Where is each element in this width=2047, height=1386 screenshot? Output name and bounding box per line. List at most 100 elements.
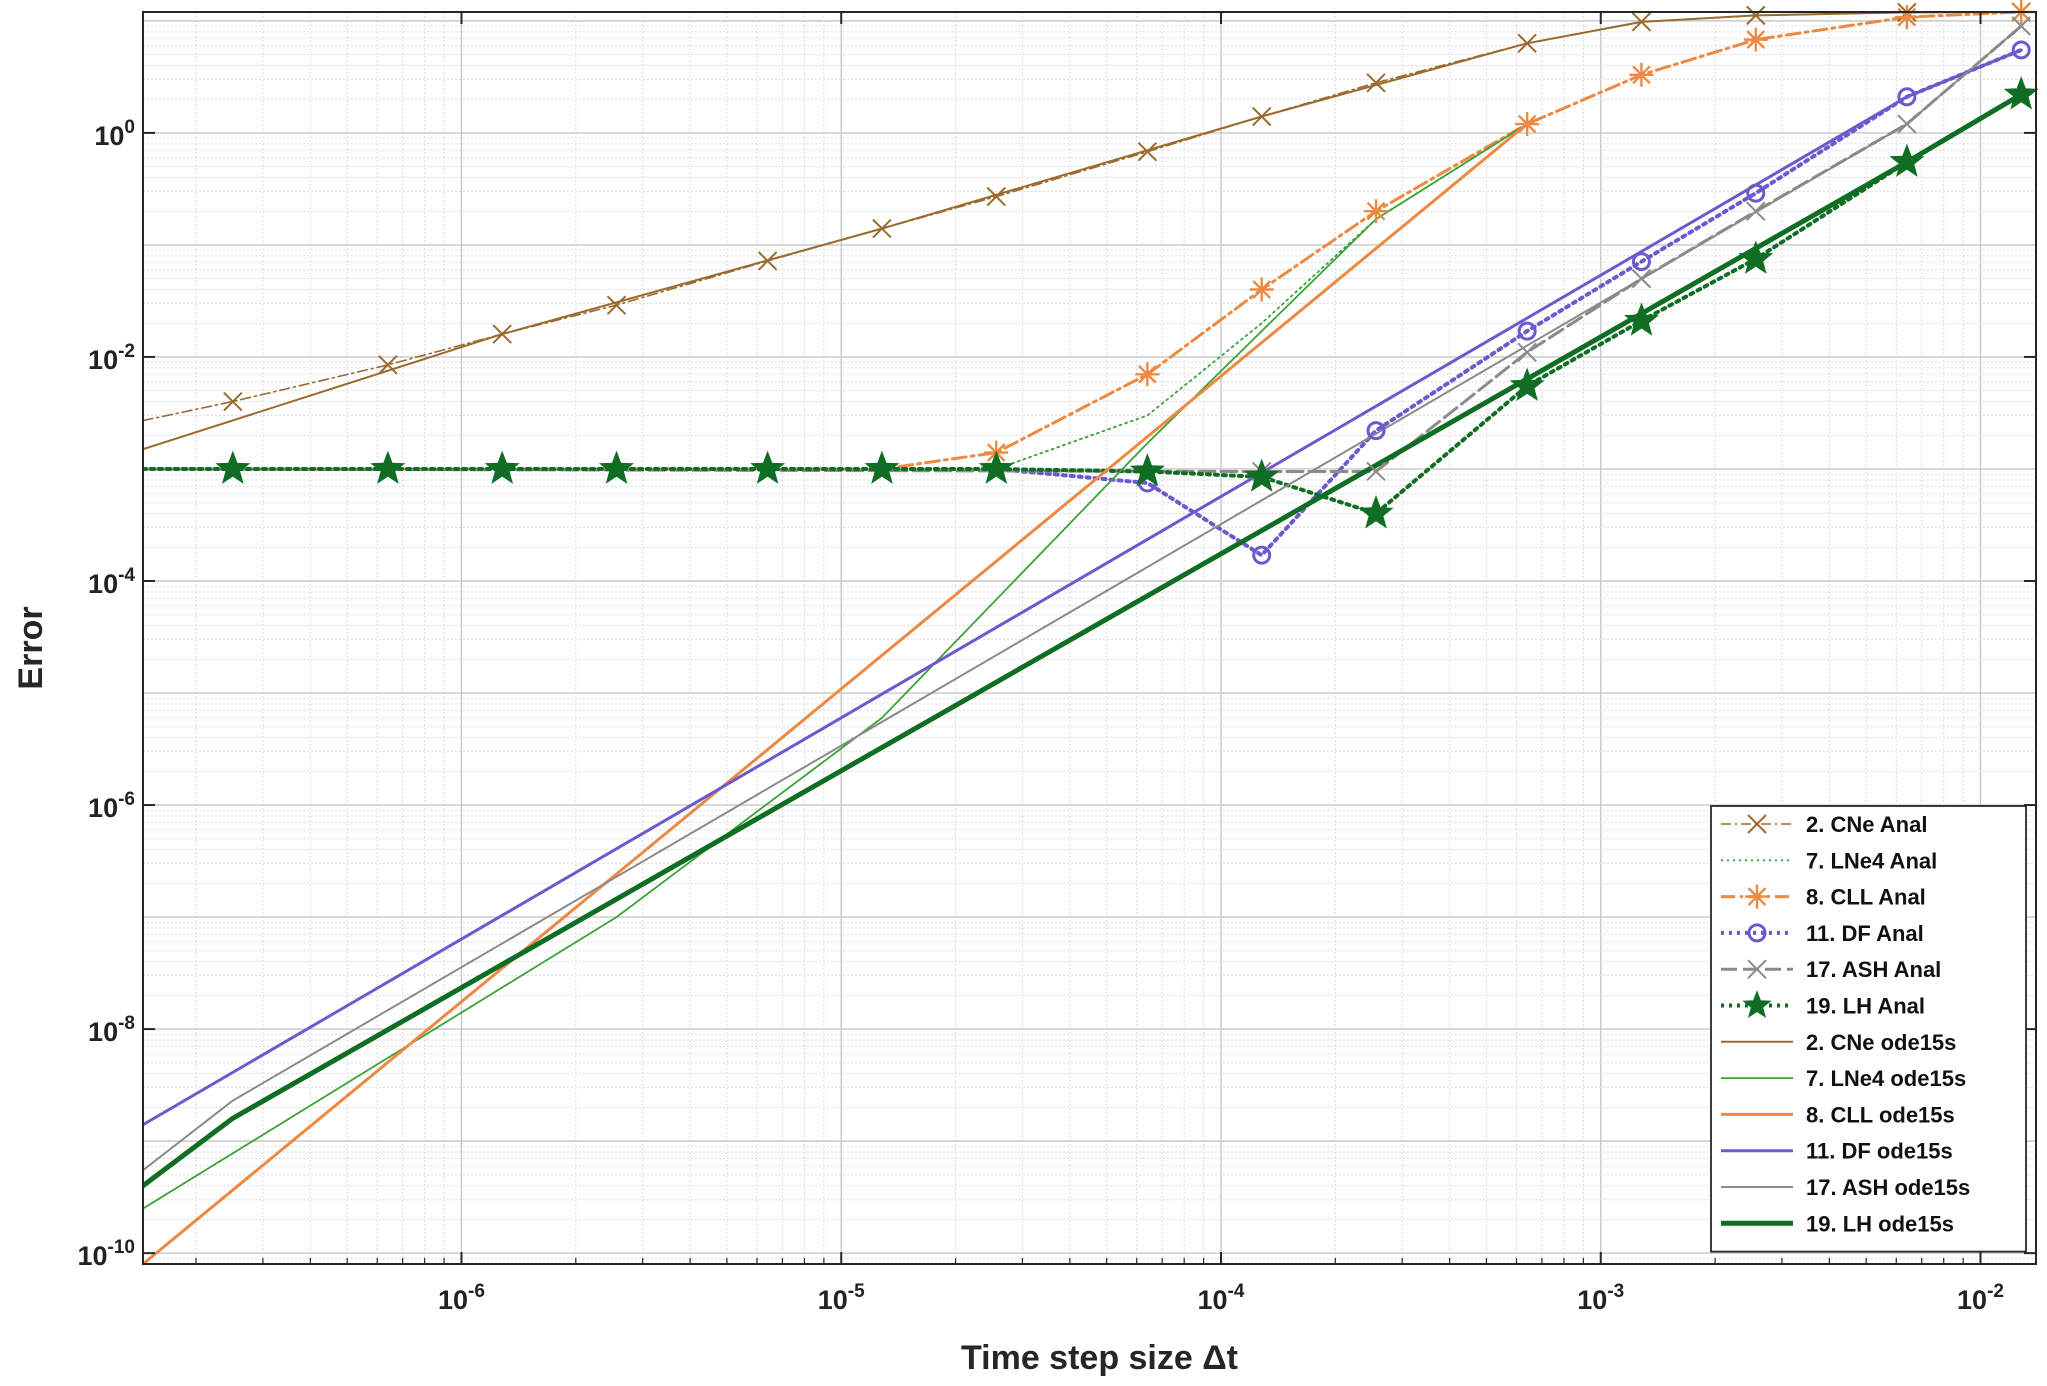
marker-2-cne-anal (872, 218, 892, 239)
marker-2-cne-anal (1746, 5, 1766, 26)
tick-label: 10-5 (818, 1281, 865, 1315)
marker-19-lh-anal (1509, 367, 1545, 401)
marker-8-cll-anal (1743, 27, 1768, 52)
axis-ticks: 10-6 10-5 10-4 10-3 10-2 10-10 10-8 10-6 10-4 10-… (77, 12, 2036, 1315)
series-line-17-ash-ode15s (143, 25, 2023, 1172)
legend-item-8-cll-anal: 8. CLL Anal (1721, 885, 1926, 910)
marker-11-df-anal (1517, 321, 1537, 341)
tick-label: 10-3 (1577, 1281, 1624, 1315)
series-line-19-lh-anal (143, 92, 2024, 516)
marker-19-lh-anal (370, 450, 406, 484)
legend-marker (1747, 923, 1767, 943)
tick-label: 10-8 (88, 1013, 135, 1047)
marker-2-cne-anal (378, 355, 398, 375)
legend-item-11-df-ode15s: 11. DF ode15s (1721, 1139, 1953, 1164)
legend-marker (1747, 814, 1767, 834)
marker-19-lh-anal (978, 450, 1014, 484)
legend: 2. CNe Anal 7. LNe4 Anal 8. CLL Anal 11. DF… (1710, 805, 2027, 1253)
marker-11-df-anal (1746, 183, 1766, 203)
y-axis-title: Error (12, 606, 50, 689)
marker-2-cne-anal (757, 251, 778, 271)
marker-2-cne-anal (1366, 73, 1386, 93)
series-line-19-lh-ode15s (143, 92, 2024, 1189)
marker-17-ash-anal (2011, 16, 2031, 36)
marker-17-ash-anal (1517, 342, 1537, 363)
marker-2-cne-anal (492, 324, 512, 344)
legend-label: 17. ASH ode15s (1806, 1175, 1970, 1200)
marker-19-lh-anal (484, 450, 520, 484)
marker-17-ash-anal (1897, 114, 1917, 134)
legend-marker (1742, 990, 1772, 1018)
marker-19-lh-anal (598, 450, 635, 484)
legend-label: 8. CLL Anal (1806, 885, 1926, 910)
legend-item-2-cne-ode15s: 2. CNe ode15s (1721, 1030, 1956, 1055)
marker-19-lh-anal (1889, 143, 1925, 177)
legend-label: 8. CLL ode15s (1806, 1102, 1955, 1127)
legend-item-7-lne4-anal: 7. LNe4 Anal (1721, 848, 1937, 873)
legend-item-8-cll-ode15s: 8. CLL ode15s (1721, 1102, 1955, 1127)
marker-17-ash-anal (1366, 461, 1386, 482)
series-line-11-df-ode15s (143, 48, 2023, 1127)
tick-label: 10-10 (77, 1237, 135, 1271)
legend-item-17-ash-ode15s: 17. ASH ode15s (1721, 1175, 1970, 1200)
marker-8-cll-anal (1515, 112, 1540, 137)
tick-label: 100 (94, 117, 135, 151)
marker-17-ash-anal (1631, 268, 1652, 289)
series-line-8-cll-ode15s (143, 122, 1529, 1264)
legend-item-2-cne-anal: 2. CNe Anal (1721, 812, 1927, 837)
legend-label: 2. CNe Anal (1806, 812, 1927, 837)
tick-label: 10-6 (88, 789, 135, 823)
legend-item-17-ash-anal: 17. ASH Anal (1721, 957, 1941, 982)
legend-label: 11. DF ode15s (1806, 1139, 1953, 1164)
legend-label: 19. LH ode15s (1806, 1211, 1954, 1236)
marker-2-cne-anal (223, 391, 243, 412)
marker-11-df-anal (2011, 40, 2031, 60)
legend-item-7-lne4-ode15s: 7. LNe4 ode15s (1721, 1066, 1966, 1091)
marker-11-df-anal (1252, 545, 1272, 565)
tick-label: 10-2 (88, 341, 135, 375)
marker-8-cll-anal (1629, 62, 1654, 87)
marker-19-lh-anal (1358, 495, 1394, 529)
legend-marker (1745, 884, 1769, 909)
tick-label: 10-4 (88, 565, 135, 599)
marker-19-lh-anal (864, 450, 900, 484)
series-lines (143, 12, 2024, 1264)
series-line-11-df-anal (143, 48, 2024, 558)
legend-label: 17. ASH Anal (1806, 957, 1941, 982)
legend-label: 7. LNe4 ode15s (1806, 1066, 1966, 1091)
marker-2-cne-anal (606, 295, 627, 315)
legend-item-19-lh-anal: 19. LH Anal (1721, 990, 1925, 1019)
marker-2-cne-anal (1252, 106, 1272, 127)
legend-item-19-lh-ode15s: 19. LH ode15s (1721, 1211, 1954, 1236)
legend-item-11-df-anal: 11. DF Anal (1721, 921, 1924, 946)
marker-19-lh-anal (2003, 76, 2039, 110)
plot-frame (142, 11, 2037, 1265)
marker-19-lh-anal (750, 450, 786, 484)
marker-2-cne-anal (1631, 12, 1652, 32)
marker-8-cll-anal (1364, 199, 1389, 224)
marker-19-lh-anal (1738, 240, 1774, 274)
legend-box (1710, 805, 2027, 1253)
marker-8-cll-anal (1894, 5, 1919, 30)
marker-2-cne-anal (1517, 33, 1537, 54)
tick-label: 10-6 (438, 1281, 485, 1315)
tick-label: 10-2 (1957, 1281, 2004, 1315)
legend-label: 7. LNe4 Anal (1806, 848, 1937, 873)
series-line-7-lne4-ode15s (143, 123, 1528, 1210)
marker-8-cll-anal (1249, 277, 1274, 302)
marker-2-cne-anal (1137, 141, 1158, 162)
legend-label: 11. DF Anal (1806, 921, 1924, 946)
marker-8-cll-anal (1135, 362, 1160, 387)
x-axis-title: Time step size Δt (961, 1339, 1238, 1377)
marker-11-df-anal (1366, 421, 1386, 441)
marker-19-lh-anal (1244, 458, 1280, 492)
legend-label: 19. LH Anal (1806, 994, 1925, 1019)
marker-11-df-anal (1897, 87, 1917, 107)
marker-19-lh-anal (1623, 302, 1659, 336)
marker-19-lh-anal (215, 450, 251, 484)
legend-marker (1747, 959, 1767, 979)
marker-19-lh-anal (1129, 453, 1165, 487)
legend-label: 2. CNe ode15s (1806, 1030, 1956, 1055)
tick-label: 10-4 (1198, 1281, 1245, 1315)
